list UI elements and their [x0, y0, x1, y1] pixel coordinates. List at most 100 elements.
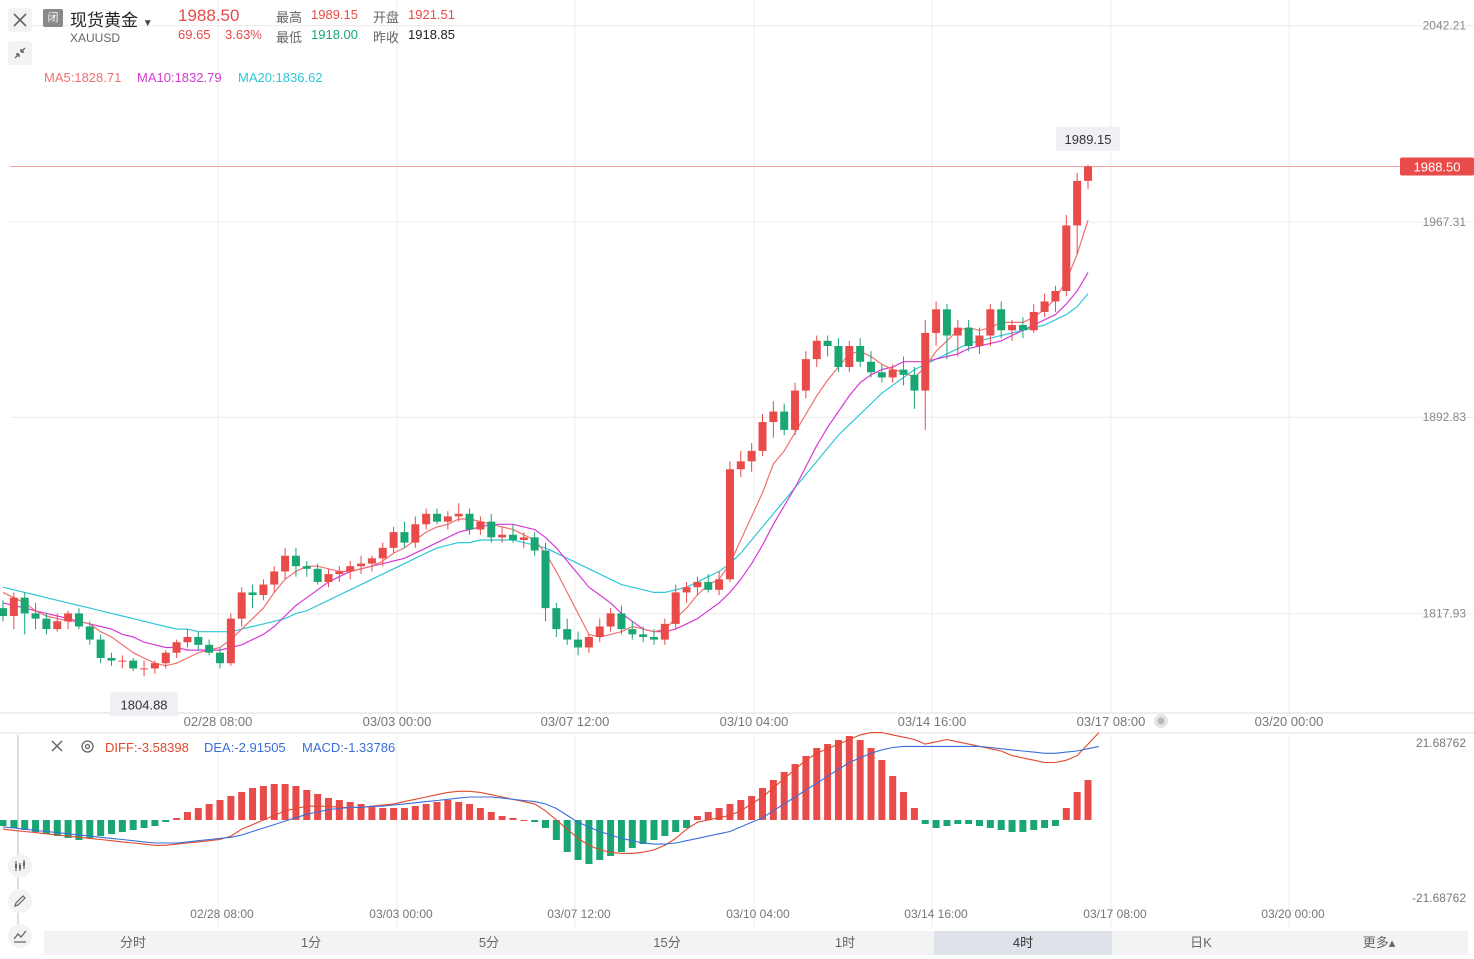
- time-scroll-handle-dot: [1157, 717, 1165, 725]
- macd-histogram-bar: [173, 818, 181, 820]
- candle-body: [1029, 311, 1038, 331]
- macd-histogram-bar: [693, 816, 701, 820]
- macd-histogram-bar: [520, 820, 528, 821]
- macd-histogram-bar: [42, 820, 50, 834]
- candle-body: [1051, 290, 1060, 302]
- macd-histogram-bar: [726, 804, 734, 820]
- tab-4hour[interactable]: 4时: [934, 931, 1112, 955]
- collapse-button[interactable]: [8, 41, 32, 65]
- time-axis-label: 03/07 12:00: [541, 714, 610, 729]
- candle-body: [74, 613, 83, 627]
- macd-histogram-bar: [379, 808, 387, 820]
- macd-histogram-bar: [574, 820, 582, 860]
- close-button[interactable]: [8, 8, 32, 32]
- candle-body: [129, 660, 138, 669]
- candle-body: [921, 332, 930, 391]
- macd-histogram-bar: [205, 804, 213, 820]
- macd-histogram-bar: [607, 820, 615, 856]
- instrument-name[interactable]: 现货黄金 ▼: [70, 6, 153, 31]
- macd-settings-button[interactable]: [80, 739, 96, 755]
- indicator-button[interactable]: [8, 854, 32, 878]
- compare-button[interactable]: [8, 924, 32, 948]
- candle-body: [172, 642, 181, 653]
- candle-body: [736, 461, 745, 470]
- time-axis-label: 03/17 08:00: [1083, 907, 1147, 921]
- draw-button[interactable]: [8, 889, 32, 913]
- ma10-line: [2, 272, 1089, 651]
- pencil-icon: [14, 895, 26, 907]
- candle-body: [422, 513, 431, 525]
- tab-5min[interactable]: 5分: [478, 935, 500, 950]
- candle-body: [595, 626, 604, 637]
- macd-histogram-bar: [400, 808, 408, 820]
- candle-body: [1084, 166, 1092, 181]
- macd-histogram-bar: [97, 820, 105, 836]
- tab-daily[interactable]: 日K: [1190, 935, 1212, 950]
- macd-histogram-bar: [1051, 820, 1059, 826]
- candle-body: [270, 571, 279, 585]
- time-axis-label: 03/03 00:00: [363, 714, 432, 729]
- candle-body: [780, 411, 789, 430]
- candle-body: [291, 555, 300, 567]
- candle-body: [899, 369, 908, 375]
- macd-histogram-bar: [357, 804, 365, 820]
- ma5-legend: MA5:1828.71: [44, 70, 122, 85]
- candle-body: [888, 369, 897, 378]
- macd-histogram-bar: [151, 820, 159, 826]
- macd-histogram-bar: [683, 820, 691, 828]
- candle-body: [454, 513, 463, 517]
- candle-body: [107, 657, 116, 661]
- macd-histogram-bar: [314, 794, 322, 820]
- line-chart-icon: [13, 930, 27, 943]
- last-price: 1988.50: [178, 6, 240, 25]
- candle-body: [324, 574, 333, 582]
- candles-icon: [15, 860, 25, 871]
- candle-body: [541, 550, 550, 609]
- macd-histogram-bar: [281, 784, 289, 820]
- candle-body: [498, 534, 507, 538]
- candle-body: [313, 568, 322, 582]
- macd-histogram-bar: [910, 808, 918, 820]
- candle-body: [530, 537, 539, 551]
- macd-histogram-bar: [509, 818, 517, 820]
- macd-close-button[interactable]: [50, 739, 66, 755]
- candle-body: [259, 584, 268, 596]
- candle-body: [606, 613, 615, 627]
- close-icon: [51, 740, 63, 752]
- tab-more[interactable]: 更多▴: [1362, 935, 1396, 950]
- tab-15min[interactable]: 15分: [653, 935, 681, 950]
- candle-body: [0, 608, 7, 617]
- macd-histogram-bar: [639, 820, 647, 844]
- candle-body: [910, 374, 919, 391]
- macd-axis-label: 21.68762: [1416, 736, 1466, 750]
- macd-histogram-bar: [86, 820, 94, 838]
- macd-histogram-bar: [563, 820, 571, 852]
- diff-line: [2, 732, 1100, 854]
- candle-body: [1040, 301, 1049, 312]
- low-label: 最低: [276, 30, 303, 45]
- macd-histogram-bar: [21, 820, 29, 830]
- macd-histogram-bar: [769, 780, 777, 820]
- macd-histogram-bar: [737, 800, 745, 820]
- candle-body: [400, 532, 409, 543]
- candle-body: [975, 335, 984, 347]
- tab-timeshare[interactable]: 分时: [119, 935, 146, 950]
- collapse-arrows-icon: [14, 47, 26, 59]
- time-axis-label: 02/28 08:00: [184, 714, 253, 729]
- macd-histogram-bar: [748, 796, 756, 820]
- tab-1min[interactable]: 1分: [300, 935, 322, 950]
- price-change-pct: 3.63%: [225, 27, 262, 42]
- diff-legend: DIFF:-3.58398: [105, 740, 189, 755]
- candle-body: [9, 597, 18, 617]
- candle-body: [85, 626, 94, 640]
- candle-body: [812, 340, 821, 360]
- macd-histogram-bar: [32, 820, 40, 832]
- tab-1hour[interactable]: 1时: [834, 935, 856, 950]
- caret-down-icon: ▼: [142, 18, 153, 29]
- macd-histogram-bar: [162, 820, 170, 822]
- candle-body: [932, 309, 941, 333]
- time-axis-label: 03/20 00:00: [1255, 714, 1324, 729]
- macd-histogram-bar: [1073, 792, 1081, 820]
- current-price-tag-text: 1988.50: [1414, 159, 1461, 174]
